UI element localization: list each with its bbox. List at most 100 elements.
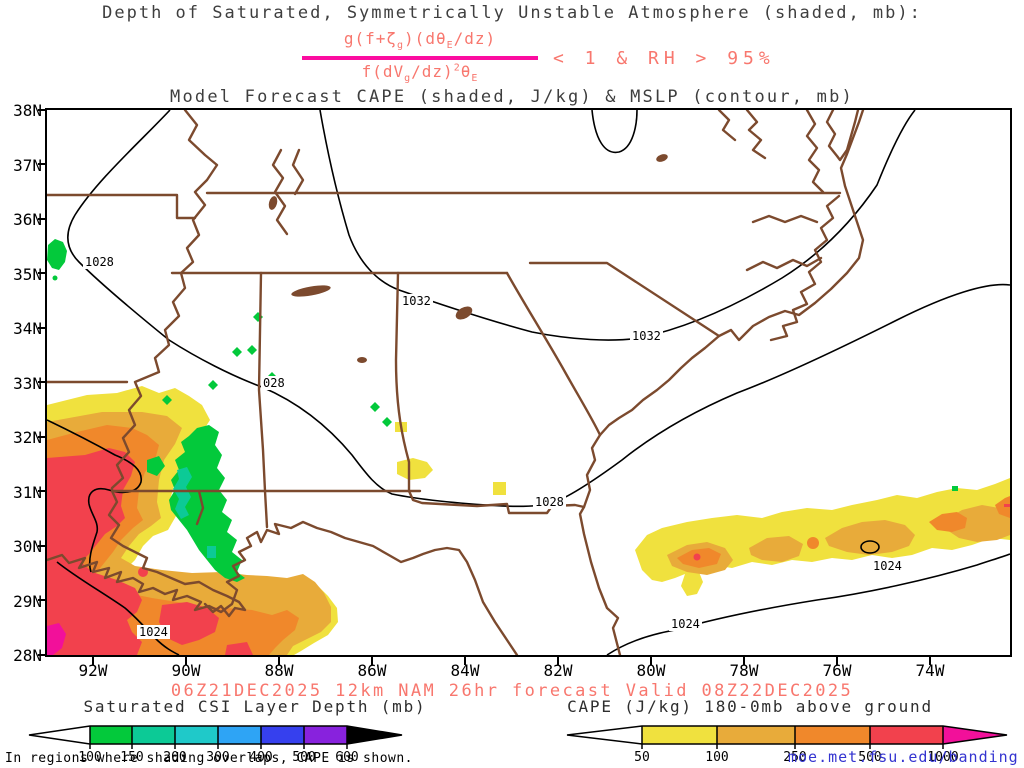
cumberland-river [291,148,305,196]
contour-label: 1024 [137,625,170,639]
csi-tick: 200 [163,750,186,765]
cape-colorbar: 50 100 250 500 1000 [566,725,1008,765]
border-nc-sc [528,261,721,338]
cape-legend-title: CAPE (J/kg) 180-0mb above ground [567,697,933,716]
border-ms-al [257,271,269,529]
lat-label: 35N [13,265,42,284]
csi-tick: 400 [249,750,272,765]
site-link[interactable]: moe.met.fsu.edu/banding [788,748,1019,766]
formula-condition: < 1 & RH > 95% [553,48,775,69]
lat-label: 30N [13,537,42,556]
lat-tick [38,163,46,165]
border-pearl [195,489,205,526]
lat-label: 37N [13,156,42,175]
contour-1032 [319,109,916,341]
csi-tick: 150 [120,750,143,765]
formula-numerator: g(f+ζg)(dθE/dz) [343,29,497,52]
border-ga-sc [505,271,602,437]
cape-tick: 100 [705,750,728,765]
lat-tick [38,490,46,492]
contour-label: 1032 [400,294,433,308]
contour-1024-sw [56,561,180,656]
lat-tick [38,272,46,274]
cape-tick: 250 [783,750,806,765]
contour-top-dip [591,109,638,154]
va-river-2 [717,108,737,142]
lon-label: 76W [822,661,852,680]
nc-sound-shore [769,194,841,342]
contour-label: 1024 [871,559,904,573]
contour-1024-closed [860,540,880,554]
contour-label: 1024 [669,617,702,631]
lon-tick [557,657,559,665]
lakes [268,154,668,363]
va-river-1 [745,108,767,160]
chesapeake-west-shore [805,108,825,194]
pamlico-sound [745,256,823,272]
atlantic-coastline [578,108,865,657]
formula-denominator: f(dVg/dz)2θE [361,62,479,85]
lat-label: 36N [13,210,42,229]
csi-tick: 100 [78,750,101,765]
delmarva-peninsula [825,108,860,162]
contour-label: 1032 [630,329,663,343]
lon-tick [464,657,466,665]
lat-label: 33N [13,374,42,393]
gulf-coastline [45,520,519,657]
lat-tick [38,381,46,383]
lat-tick [38,654,46,656]
lon-tick [92,657,94,665]
cape-overflow-arrow [943,726,1007,744]
lon-label: 86W [357,661,387,680]
page-title: Depth of Saturated, Symmetrically Unstab… [102,3,922,23]
lon-tick [650,657,652,665]
lat-tick [38,545,46,547]
lat-tick [38,109,46,111]
csi-legend-title: Saturated CSI Layer Depth (mb) [83,697,427,716]
lat-tick [38,599,46,601]
lon-label: 92W [78,661,108,680]
model-run-valid-line: 06Z21DEC2025 12km NAM 26hr forecast Vali… [170,681,854,701]
map-svg [45,108,1011,657]
csi-tick: 500 [292,750,315,765]
contour-label: 028 [261,376,287,390]
lat-tick [38,218,46,220]
lat-label: 28N [13,646,42,665]
lon-tick [743,657,745,665]
csi-shade-green [47,239,958,582]
cape-shade-magenta [47,623,66,655]
cape-tick: 50 [634,750,650,765]
state-borders [45,108,865,657]
fraction-bar [302,56,538,60]
tennessee-river [271,148,289,236]
contour-1024-se [606,553,1011,656]
lon-tick [278,657,280,665]
mississippi-river [107,108,247,618]
lon-label: 82W [543,661,573,680]
overlap-note: In regions where shading overlaps, CAPE … [5,751,414,766]
lat-tick [38,436,46,438]
csi-tick: 600 [335,750,358,765]
albemarle-sound [751,214,819,224]
lat-label: 34N [13,319,42,338]
contour-label: 1028 [533,495,566,509]
csi-colorbar: 100 150 200 300 400 500 600 [28,725,403,765]
lon-label: 84W [450,661,480,680]
lon-tick [929,657,931,665]
lat-tick [38,327,46,329]
cape-tick: 500 [858,750,881,765]
csi-tick: 300 [206,750,229,765]
map-canvas: 1028 028 1032 1032 1028 1024 1024 1024 [45,108,1012,657]
lon-label: 78W [729,661,759,680]
csi-shade-teal [173,467,216,558]
map-subtitle: Model Forecast CAPE (shaded, J/kg) & MSL… [170,87,854,107]
cape-tick: 1000 [927,750,958,765]
lat-label: 32N [13,428,42,447]
border-al-ga [394,271,411,493]
lon-label: 88W [264,661,294,680]
lon-label: 90W [171,661,201,680]
contour-1024-hook [46,419,142,573]
lon-label: 80W [636,661,666,680]
lat-label: 31N [13,483,42,502]
lat-label: 29N [13,592,42,611]
